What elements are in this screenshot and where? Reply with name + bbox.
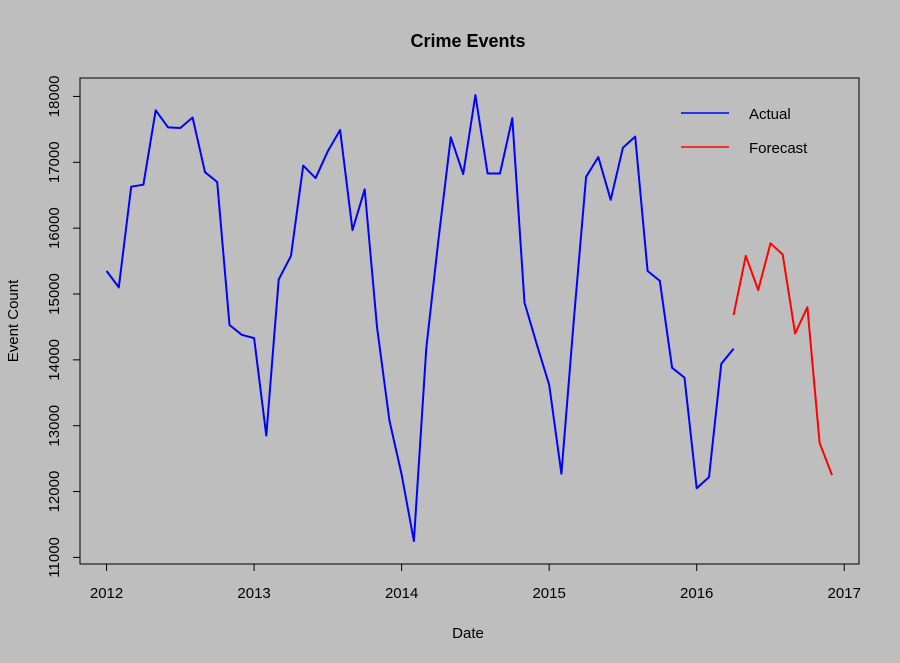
plot-area [79, 77, 860, 565]
x-tick-label: 2017 [828, 585, 861, 602]
legend-label-forecast: Forecast [749, 140, 808, 157]
legend-label-actual: Actual [749, 106, 791, 123]
series-line-forecast [732, 242, 833, 476]
x-axis-label: Date [452, 625, 484, 642]
chart-title: Crime Events [410, 31, 525, 51]
series-layer [105, 94, 833, 542]
y-tick-label: 17000 [46, 141, 63, 183]
y-tick-label: 16000 [46, 207, 63, 249]
x-tick-label: 2014 [385, 585, 418, 602]
x-tick-label: 2012 [90, 585, 123, 602]
y-tick-label: 18000 [46, 76, 63, 118]
y-axis: 11000 12000 13000 14000 15000 16000 17000 18000 [46, 76, 81, 578]
y-tick-label: 11000 [46, 537, 63, 578]
legend: Actual Forecast [681, 106, 808, 157]
y-tick-label: 12000 [46, 471, 63, 513]
x-tick-label: 2015 [532, 585, 565, 602]
y-axis-label: Event Count [5, 279, 22, 362]
series-line-actual [105, 94, 735, 542]
y-tick-label: 15000 [46, 273, 63, 315]
y-tick-label: 14000 [46, 339, 63, 381]
x-tick-label: 2013 [237, 585, 270, 602]
x-tick-label: 2016 [680, 585, 713, 602]
x-axis: 2012 2013 2014 2015 2016 2017 [90, 563, 861, 602]
y-tick-label: 13000 [46, 405, 63, 447]
